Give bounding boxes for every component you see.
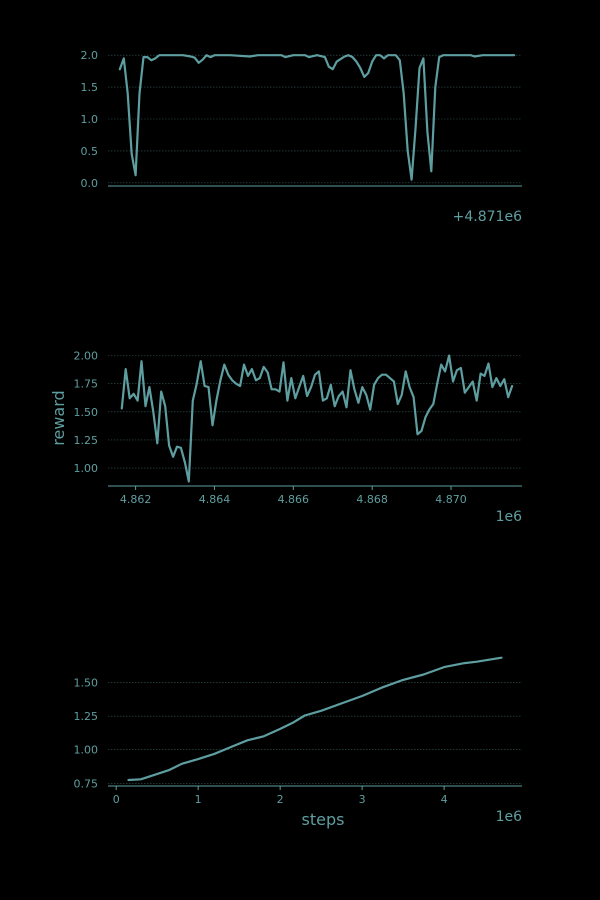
chart-panel-2: 1.00 1.25 1.50 1.75 2.00 4.862 4.864 4.866 4.868…: [49, 350, 522, 525]
x-tick-label: 2: [277, 793, 284, 806]
x-offset-label: +4.871e6: [453, 209, 522, 225]
x-tick-label: 4.866: [278, 493, 310, 506]
x-tick-label: 4: [441, 793, 448, 806]
x-offset-label: 1e6: [496, 509, 523, 525]
y-tick-label: 0.75: [74, 777, 99, 790]
y-tick-label: 1.5: [81, 81, 99, 94]
x-tick-label: 4.870: [435, 493, 467, 506]
y-tick-label: 0.5: [81, 145, 99, 158]
x-tick-label: 4.864: [199, 493, 231, 506]
series-line: [120, 354, 514, 483]
y-tick-label: 2.00: [74, 350, 99, 363]
x-tick-label: 4.868: [356, 493, 388, 506]
x-tick-label: 4.862: [120, 493, 152, 506]
y-tick-label: 1.50: [74, 406, 99, 419]
series-line: [118, 54, 516, 181]
y-tick-label: 1.75: [74, 378, 99, 391]
y-axis-label: reward: [49, 390, 68, 445]
x-tick-label: 0: [113, 793, 120, 806]
series-line: [127, 656, 503, 782]
x-axis-label: steps: [302, 810, 345, 829]
y-tick-label: 1.0: [81, 113, 99, 126]
y-tick-label: 2.0: [81, 49, 99, 62]
y-tick-label: 1.00: [74, 744, 99, 757]
y-tick-label: 1.00: [74, 462, 99, 475]
y-tick-label: 0.0: [81, 177, 99, 190]
chart-panel-3: 0.75 1.00 1.25 1.50 0 1 2 3 4 1e6 steps: [74, 656, 523, 829]
y-tick-label: 1.50: [74, 677, 99, 690]
x-tick-label: 1: [195, 793, 202, 806]
x-tick-label: 3: [359, 793, 366, 806]
y-tick-label: 1.25: [74, 710, 99, 723]
chart-panel-1: 0.00.51.01.52.0460480500520540+4.871e6: [81, 49, 523, 225]
y-tick-label: 1.25: [74, 434, 99, 447]
x-offset-label: 1e6: [496, 809, 523, 825]
